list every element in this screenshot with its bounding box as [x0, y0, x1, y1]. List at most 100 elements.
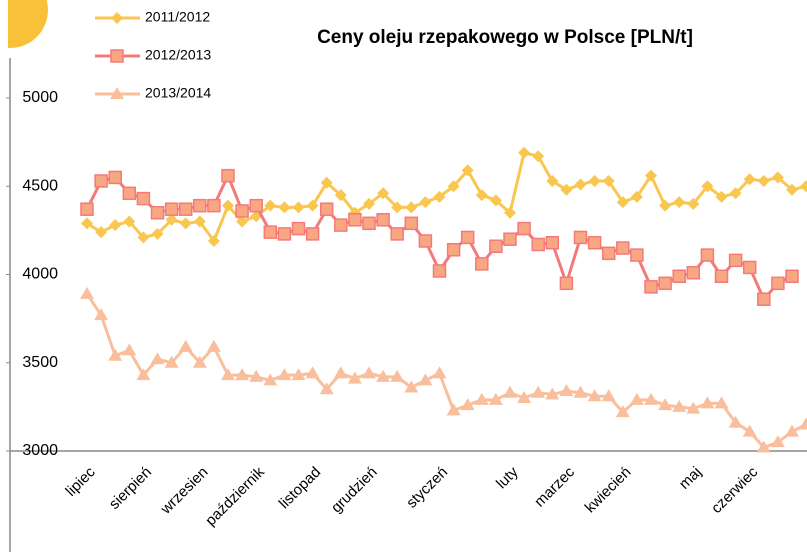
data-point — [263, 225, 278, 239]
y-tick-label: 3500 — [22, 354, 58, 371]
x-tick-label: listopad — [276, 464, 325, 513]
data-point — [236, 215, 249, 228]
data-point — [165, 213, 178, 226]
data-point — [770, 435, 785, 448]
data-point — [108, 170, 122, 185]
data-point — [672, 269, 686, 284]
data-point — [687, 197, 700, 210]
data-point — [517, 221, 531, 236]
data-point — [559, 383, 574, 396]
data-point — [786, 183, 798, 196]
data-point — [264, 199, 277, 212]
y-tick-label: 3000 — [22, 442, 58, 459]
series-line — [86, 150, 807, 245]
data-point — [532, 150, 545, 163]
data-point — [178, 339, 193, 352]
data-point — [277, 368, 292, 381]
x-tick-label: grudzień — [328, 464, 381, 517]
data-point — [658, 276, 672, 291]
data-point — [630, 190, 643, 203]
data-point — [376, 213, 390, 227]
legend-label: 2011/2012 — [145, 9, 210, 25]
data-point — [587, 389, 602, 402]
x-tick-label: styczeń — [403, 464, 451, 512]
x-tick-label: maj — [676, 464, 705, 493]
data-point — [110, 49, 124, 63]
data-point — [405, 201, 418, 214]
data-point — [559, 276, 574, 291]
data-point — [207, 198, 221, 213]
data-point — [432, 264, 447, 278]
data-point — [686, 265, 701, 280]
data-point — [601, 389, 616, 402]
data-point — [277, 227, 292, 241]
data-point — [728, 253, 743, 268]
data-point — [419, 196, 432, 209]
x-tick-label: luty — [493, 463, 522, 492]
data-point — [164, 355, 179, 368]
data-point — [80, 286, 94, 299]
data-point — [433, 190, 446, 203]
data-point — [390, 369, 405, 382]
data-point — [560, 183, 573, 196]
data-point — [291, 221, 306, 236]
data-point — [545, 235, 560, 250]
data-point — [221, 368, 235, 381]
data-point — [504, 206, 516, 219]
data-point — [80, 202, 94, 216]
data-point — [404, 380, 419, 393]
data-point — [292, 201, 305, 214]
data-point — [377, 187, 390, 200]
y-tick-label: 4500 — [22, 177, 58, 194]
data-point — [714, 269, 729, 284]
x-tick-label: październik — [202, 463, 268, 529]
data-point — [193, 215, 206, 228]
data-point — [771, 276, 785, 291]
series-line — [85, 293, 807, 450]
data-point — [644, 280, 658, 294]
data-point — [729, 187, 742, 200]
data-point — [475, 257, 489, 271]
data-point — [616, 241, 630, 255]
data-point — [573, 385, 588, 398]
decoration-mask — [0, 0, 8, 60]
data-point — [111, 12, 123, 24]
data-point — [207, 234, 220, 247]
data-point — [150, 352, 165, 365]
data-point — [432, 366, 447, 379]
plot — [80, 146, 807, 453]
x-tick-label: wrzesien — [157, 464, 212, 519]
data-point — [800, 180, 807, 193]
data-point — [362, 216, 376, 231]
data-point — [531, 385, 546, 398]
data-point — [630, 248, 644, 262]
data-point — [192, 355, 207, 368]
data-point — [785, 269, 799, 284]
data-point — [109, 219, 122, 232]
data-point — [587, 235, 602, 250]
data-point — [151, 227, 164, 240]
data-point — [799, 417, 807, 430]
data-point — [756, 440, 771, 453]
data-point — [320, 176, 333, 189]
data-point — [714, 396, 729, 409]
data-point — [489, 194, 502, 207]
data-point — [489, 239, 503, 254]
data-point — [517, 391, 532, 404]
data-point — [235, 368, 250, 381]
data-point — [222, 199, 234, 212]
data-point — [488, 392, 503, 405]
data-point — [460, 230, 475, 245]
data-point — [700, 396, 715, 409]
data-point — [474, 392, 489, 405]
data-point — [673, 196, 686, 209]
data-point — [362, 366, 376, 379]
data-point — [404, 216, 419, 231]
data-point — [602, 174, 615, 187]
data-point — [418, 234, 433, 248]
data-point — [418, 373, 433, 386]
data-point — [249, 369, 264, 382]
data-point — [123, 215, 136, 228]
data-point — [249, 198, 263, 213]
